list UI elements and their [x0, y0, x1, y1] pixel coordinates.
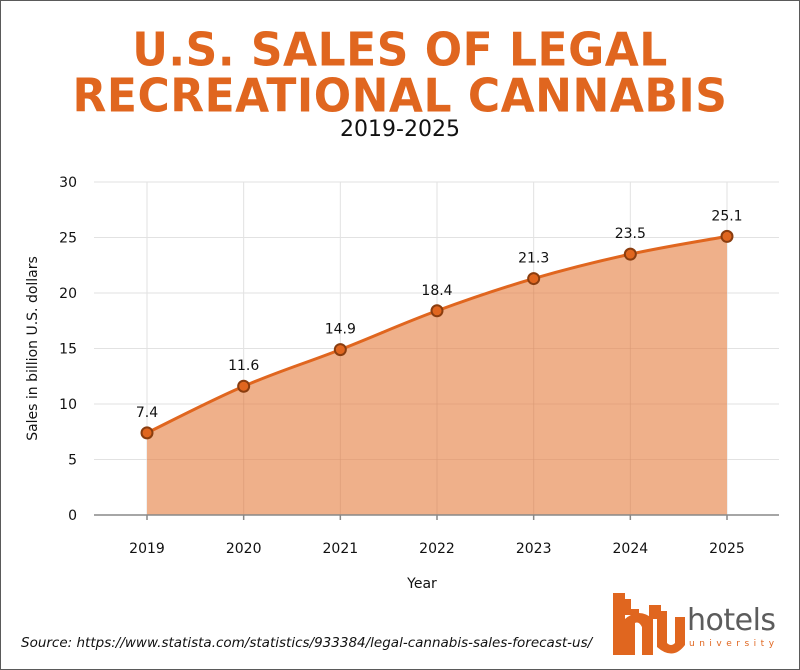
x-tick-label: 2023 [516, 541, 552, 557]
data-points [140, 229, 734, 440]
y-tick-label: 5 [68, 453, 77, 469]
data-label: 18.4 [421, 283, 452, 299]
y-tick-label: 20 [59, 286, 77, 302]
x-tick-labels: 2019 2020 2021 2022 2023 2024 2025 [129, 541, 745, 557]
data-label: 11.6 [228, 358, 259, 374]
data-label: 21.3 [518, 251, 549, 267]
subtitle: 2019-2025 [340, 117, 460, 142]
y-tick-label: 10 [59, 397, 77, 413]
hotels-university-logo: hotels university [609, 589, 784, 659]
data-point [140, 426, 154, 440]
y-tick-labels: 0 5 10 15 20 25 30 [59, 175, 77, 524]
data-point [237, 379, 251, 393]
logo-wordmark: hotels [687, 603, 776, 638]
nu-logo-mark-icon [613, 593, 685, 655]
x-tick-label: 2025 [709, 541, 745, 557]
x-tick-label: 2022 [419, 541, 455, 557]
data-point [527, 272, 541, 286]
x-ticks [146, 515, 728, 520]
y-tick-label: 30 [59, 175, 77, 191]
x-tick-label: 2024 [613, 541, 649, 557]
x-axis-title: Year [406, 576, 437, 592]
source-citation: Source: https://www.statista.com/statist… [21, 635, 593, 651]
data-label: 7.4 [136, 405, 158, 421]
x-tick-label: 2019 [129, 541, 165, 557]
title-line-2: RECREATIONAL CANNABIS [72, 69, 728, 124]
y-axis-title: Sales in billion U.S. dollars [25, 256, 41, 441]
y-tick-label: 25 [59, 231, 77, 247]
data-point [720, 229, 734, 243]
x-tick-label: 2020 [226, 541, 262, 557]
data-label: 23.5 [615, 226, 646, 242]
data-label: 14.9 [325, 322, 356, 338]
y-tick-label: 15 [59, 342, 77, 358]
title-line-1: U.S. SALES OF LEGAL [132, 23, 668, 78]
logo-subtext: university [689, 639, 779, 649]
data-point [623, 247, 637, 261]
data-labels: 7.4 11.6 14.9 18.4 21.3 23.5 25.1 [136, 208, 743, 420]
data-point [430, 304, 444, 318]
data-point [333, 343, 347, 357]
y-tick-label: 0 [68, 508, 77, 524]
data-label: 25.1 [711, 208, 742, 224]
x-tick-label: 2021 [323, 541, 359, 557]
